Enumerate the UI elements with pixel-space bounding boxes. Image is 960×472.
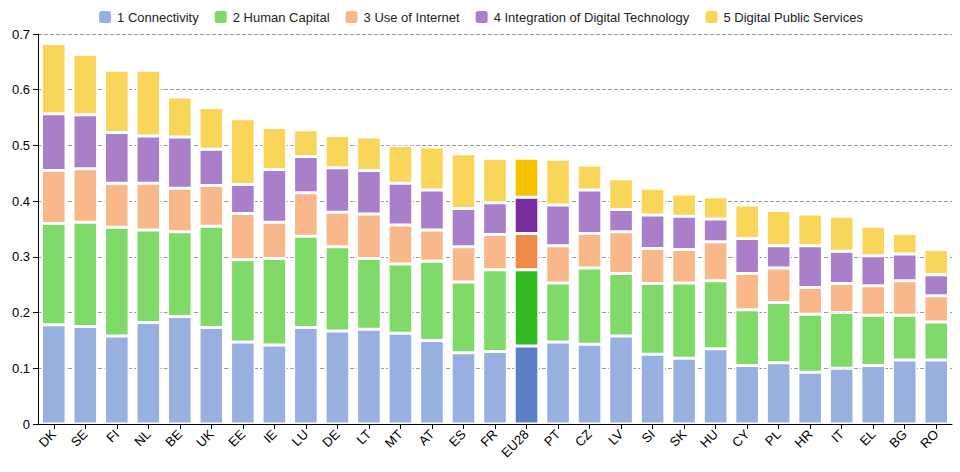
svg-text:EL: EL: [857, 427, 879, 449]
svg-text:0.2: 0.2: [12, 305, 30, 320]
svg-text:0.7: 0.7: [12, 27, 30, 42]
svg-text:FI: FI: [103, 427, 122, 446]
svg-text:NL: NL: [131, 427, 153, 449]
svg-text:0.1: 0.1: [12, 361, 30, 376]
svg-text:IE: IE: [260, 426, 280, 446]
svg-text:SK: SK: [667, 426, 690, 449]
svg-text:LT: LT: [354, 427, 375, 448]
svg-text:5 Digital Public Services: 5 Digital Public Services: [723, 10, 863, 25]
svg-text:BE: BE: [162, 426, 185, 449]
svg-text:0.6: 0.6: [12, 82, 30, 97]
svg-text:2 Human Capital: 2 Human Capital: [233, 10, 330, 25]
svg-text:FR: FR: [477, 427, 500, 450]
svg-text:HU: HU: [697, 427, 721, 451]
svg-text:DK: DK: [36, 426, 60, 450]
svg-text:0.3: 0.3: [12, 249, 30, 264]
svg-text:3 Use of Internet: 3 Use of Internet: [364, 10, 460, 25]
svg-text:1 Connectivity: 1 Connectivity: [117, 10, 199, 25]
svg-text:UK: UK: [193, 426, 217, 450]
svg-text:RO: RO: [917, 427, 941, 451]
svg-text:EU28: EU28: [498, 427, 532, 461]
svg-text:4 Integration of Digital Techn: 4 Integration of Digital Technology: [494, 10, 690, 25]
svg-text:ES: ES: [446, 426, 469, 449]
svg-text:CZ: CZ: [572, 427, 595, 450]
svg-text:IT: IT: [828, 427, 847, 446]
svg-text:SI: SI: [639, 427, 658, 446]
svg-text:AT: AT: [416, 427, 438, 449]
svg-text:SE: SE: [68, 426, 91, 449]
svg-text:HR: HR: [792, 427, 816, 451]
svg-text:0: 0: [23, 417, 30, 432]
svg-text:MT: MT: [382, 427, 406, 451]
svg-text:0.4: 0.4: [12, 194, 30, 209]
svg-text:BG: BG: [886, 427, 910, 451]
svg-text:LU: LU: [289, 427, 311, 449]
svg-text:PT: PT: [541, 427, 563, 449]
svg-text:PL: PL: [762, 427, 784, 449]
svg-text:EE: EE: [225, 426, 248, 449]
svg-text:DE: DE: [319, 426, 343, 450]
svg-text:LV: LV: [605, 426, 626, 447]
svg-text:CY: CY: [729, 426, 753, 450]
svg-text:0.5: 0.5: [12, 138, 30, 153]
